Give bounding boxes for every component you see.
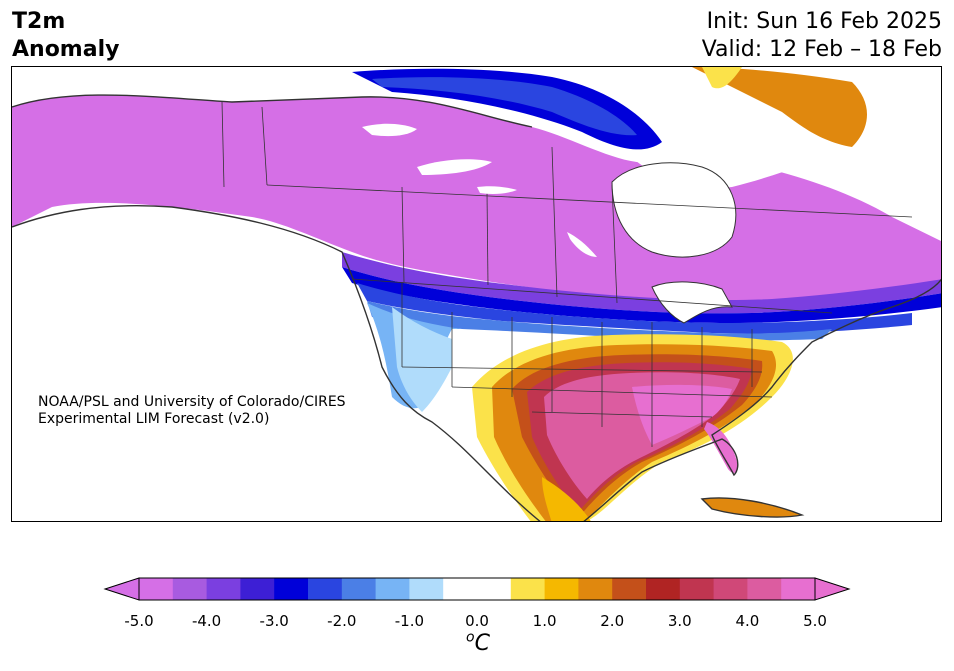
- hudson-bay: [611, 162, 737, 258]
- colorbar-unit: oC: [466, 630, 490, 657]
- colorbar-tick-label: 5.0: [803, 612, 827, 630]
- colorbar-scale: [103, 577, 851, 601]
- colorbar-tick-label: 2.0: [600, 612, 625, 630]
- colorbar: [0, 570, 954, 671]
- colorbar-arrow-right: [814, 577, 851, 601]
- colorbar-arrow-left: [103, 577, 140, 601]
- colorbar-swatch: [341, 578, 377, 600]
- colorbar-tick-label: 3.0: [667, 612, 692, 630]
- colorbar-swatch: [274, 578, 309, 600]
- colorbar-swatch: [443, 578, 478, 600]
- title-line-2: Anomaly: [12, 37, 120, 62]
- cold-band-2: [342, 267, 941, 323]
- colorbar-tick-label: -3.0: [259, 612, 289, 630]
- greenland-warm: [692, 67, 867, 147]
- mexico-warm: [542, 477, 591, 521]
- colorbar-swatch: [308, 578, 343, 600]
- colorbar-swatch: [510, 578, 546, 600]
- forecast-dates: Init: Sun 16 Feb 2025 Valid: 12 Feb – 18…: [702, 8, 942, 64]
- colorbar-swatch: [206, 578, 241, 600]
- colorbar-swatch: [172, 578, 208, 600]
- init-date: Init: Sun 16 Feb 2025: [706, 9, 942, 34]
- colorbar-swatch: [679, 578, 715, 600]
- colorbar-swatch: [612, 578, 647, 600]
- title-line-1: T2m: [12, 9, 66, 34]
- colorbar-tick-label: -2.0: [327, 612, 357, 630]
- colorbar-swatch: [139, 578, 174, 600]
- colorbar-frame: [138, 577, 816, 601]
- colorbar-tick-label: -5.0: [124, 612, 154, 630]
- cold-band-1: [342, 252, 941, 314]
- colorbar-swatch: [713, 578, 748, 600]
- colorbar-swatch: [375, 578, 410, 600]
- great-lakes: [651, 281, 733, 324]
- map-panel: [11, 66, 942, 522]
- colorbar-tick-label: 4.0: [735, 612, 760, 630]
- cold-band-3: [357, 283, 912, 334]
- colorbar-swatch: [578, 578, 613, 600]
- anomaly-map: [12, 67, 941, 521]
- colorbar-tick-label: -4.0: [191, 612, 222, 630]
- warm-max: [632, 384, 732, 445]
- colorbar-swatch: [781, 578, 816, 600]
- colorbar-tick-label: 1.0: [532, 612, 557, 630]
- credit-text: NOAA/PSL and University of Colorado/CIRE…: [38, 394, 346, 428]
- colorbar-tick-label: -1.0: [394, 612, 425, 630]
- colorbar-swatch: [544, 578, 579, 600]
- colorbar-swatch: [240, 578, 275, 600]
- credit-line-2: Experimental LIM Forecast (v2.0): [38, 411, 270, 427]
- cold-band-4: [367, 301, 832, 341]
- colorbar-tick-label: 0.0: [465, 612, 489, 630]
- map-title: T2m Anomaly: [12, 8, 119, 64]
- colorbar-swatch: [747, 578, 782, 600]
- colorbar-swatch: [477, 578, 512, 600]
- colorbar-swatch: [409, 578, 444, 600]
- credit-line-1: NOAA/PSL and University of Colorado/CIRE…: [38, 394, 346, 410]
- cool-light-blue: [392, 307, 452, 412]
- colorbar-swatch: [646, 578, 681, 600]
- valid-range: Valid: 12 Feb – 18 Feb: [701, 37, 942, 62]
